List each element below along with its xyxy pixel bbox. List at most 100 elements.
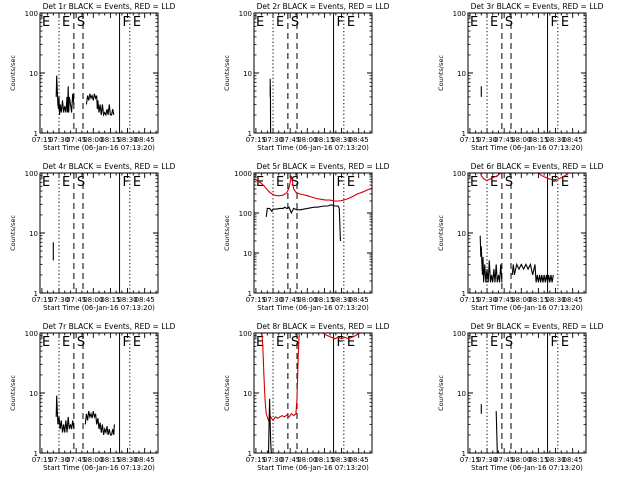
x-tick-label: 08:15 — [100, 456, 120, 464]
series-group — [55, 395, 115, 436]
chart-title: Det 3r BLACK = Events, RED = LLD — [471, 2, 604, 11]
x-tick-label: 07:15 — [460, 296, 480, 304]
x-tick-label: 08:15 — [100, 296, 120, 304]
y-tick-label: 1 — [462, 130, 466, 138]
x-tick-label: 08:30 — [331, 456, 351, 464]
chart-panel-4: Det 4r BLACK = Events, RED = LLD Counts/s… — [9, 162, 176, 312]
events-series-line — [511, 262, 554, 283]
events-series-line — [479, 235, 503, 283]
lld-series-line — [261, 333, 300, 422]
series-group — [254, 175, 372, 242]
events-series-line — [55, 395, 75, 433]
chart-title: Det 1r BLACK = Events, RED = LLD — [43, 2, 176, 11]
time-marker-label: E — [133, 175, 141, 190]
x-tick-label: 08:45 — [563, 136, 583, 144]
y-axis-label: Counts/sec — [223, 55, 231, 91]
time-marker-label: E — [133, 15, 141, 30]
lld-series-line — [254, 175, 372, 202]
x-tick-label: 08:00 — [297, 456, 317, 464]
time-marker-label: F — [337, 335, 344, 350]
time-marker-label: E — [256, 335, 264, 350]
time-marker-label: E — [490, 335, 498, 350]
y-tick-label: 1 — [462, 290, 466, 298]
time-marker-label: E — [561, 335, 569, 350]
time-marker-label: S — [77, 175, 85, 190]
lld-series-line — [537, 173, 570, 181]
time-marker-label: S — [291, 175, 299, 190]
y-tick-label: 10 — [243, 70, 252, 78]
chart-title: Det 4r BLACK = Events, RED = LLD — [43, 162, 176, 171]
time-marker-label: E — [470, 15, 478, 30]
y-tick-label: 10 — [29, 70, 38, 78]
x-tick-label: 08:00 — [83, 296, 103, 304]
x-tick-label: 08:15 — [100, 136, 120, 144]
x-tick-label: 07:30 — [477, 136, 497, 144]
events-series-line — [265, 204, 341, 242]
x-axis-label: Start Time (06-Jan-16 07:13:20) — [257, 464, 369, 472]
x-tick-label: 08:15 — [314, 296, 334, 304]
x-tick-label: 07:15 — [460, 456, 480, 464]
x-tick-label: 08:00 — [511, 456, 531, 464]
time-marker-label: F — [551, 15, 558, 30]
time-marker-label: F — [123, 175, 130, 190]
x-tick-label: 07:15 — [32, 296, 52, 304]
time-marker-label: E — [276, 175, 284, 190]
x-tick-label: 08:00 — [511, 136, 531, 144]
time-marker-label: E — [561, 175, 569, 190]
plot-frame — [467, 172, 587, 294]
time-marker-label: E — [347, 335, 355, 350]
plot-frame — [467, 12, 587, 134]
x-tick-label: 07:45 — [280, 456, 300, 464]
x-tick-label: 07:45 — [280, 136, 300, 144]
x-tick-label: 07:45 — [66, 296, 86, 304]
chart-title: Det 5r BLACK = Events, RED = LLD — [257, 162, 390, 171]
chart-panel-5: Det 5r BLACK = Events, RED = LLD Counts/s… — [223, 162, 390, 312]
time-marker-label: E — [62, 15, 70, 30]
x-tick-label: 08:00 — [83, 456, 103, 464]
time-marker-label: S — [505, 335, 513, 350]
time-marker-label: E — [42, 335, 50, 350]
y-tick-label: 100 — [239, 10, 252, 18]
events-series-line — [84, 410, 115, 436]
chart-title: Det 9r BLACK = Events, RED = LLD — [471, 322, 604, 331]
y-tick-label: 10 — [457, 230, 466, 238]
y-axis-label: Counts/sec — [9, 55, 17, 91]
events-series-line — [85, 93, 115, 117]
x-tick-label: 07:30 — [263, 136, 283, 144]
time-marker-label: S — [291, 335, 299, 350]
x-tick-label: 08:45 — [349, 456, 369, 464]
x-tick-label: 08:45 — [563, 456, 583, 464]
y-tick-label: 1 — [248, 450, 252, 458]
x-tick-label: 07:30 — [49, 456, 69, 464]
x-tick-label: 07:15 — [460, 136, 480, 144]
x-tick-label: 08:30 — [545, 136, 565, 144]
x-tick-label: 08:45 — [349, 136, 369, 144]
chart-panel-6: Det 6r BLACK = Events, RED = LLD Counts/s… — [437, 162, 604, 312]
time-marker-label: S — [77, 15, 85, 30]
x-tick-label: 07:15 — [32, 456, 52, 464]
series-group — [479, 173, 570, 283]
x-tick-label: 08:30 — [331, 296, 351, 304]
time-marker-label: S — [291, 15, 299, 30]
events-series-line — [55, 75, 75, 115]
time-marker-label: S — [505, 15, 513, 30]
x-tick-label: 07:30 — [477, 296, 497, 304]
x-tick-label: 07:45 — [280, 296, 300, 304]
y-tick-label: 10 — [29, 390, 38, 398]
x-tick-label: 07:45 — [66, 456, 86, 464]
y-axis-label: Counts/sec — [437, 375, 445, 411]
x-axis-label: Start Time (06-Jan-16 07:13:20) — [257, 304, 369, 312]
x-axis-label: Start Time (06-Jan-16 07:13:20) — [471, 144, 583, 152]
chart-panel-2: Det 2r BLACK = Events, RED = LLD Counts/s… — [223, 2, 390, 152]
y-tick-label: 1 — [462, 450, 466, 458]
chart-title: Det 2r BLACK = Events, RED = LLD — [257, 2, 390, 11]
y-tick-label: 100 — [25, 330, 38, 338]
y-tick-label: 1 — [248, 130, 252, 138]
time-marker-label: E — [347, 175, 355, 190]
x-axis-label: Start Time (06-Jan-16 07:13:20) — [43, 464, 155, 472]
y-tick-label: 1 — [34, 130, 38, 138]
chart-title: Det 8r BLACK = Events, RED = LLD — [257, 322, 390, 331]
x-tick-label: 08:15 — [314, 136, 334, 144]
x-axis-label: Start Time (06-Jan-16 07:13:20) — [257, 144, 369, 152]
